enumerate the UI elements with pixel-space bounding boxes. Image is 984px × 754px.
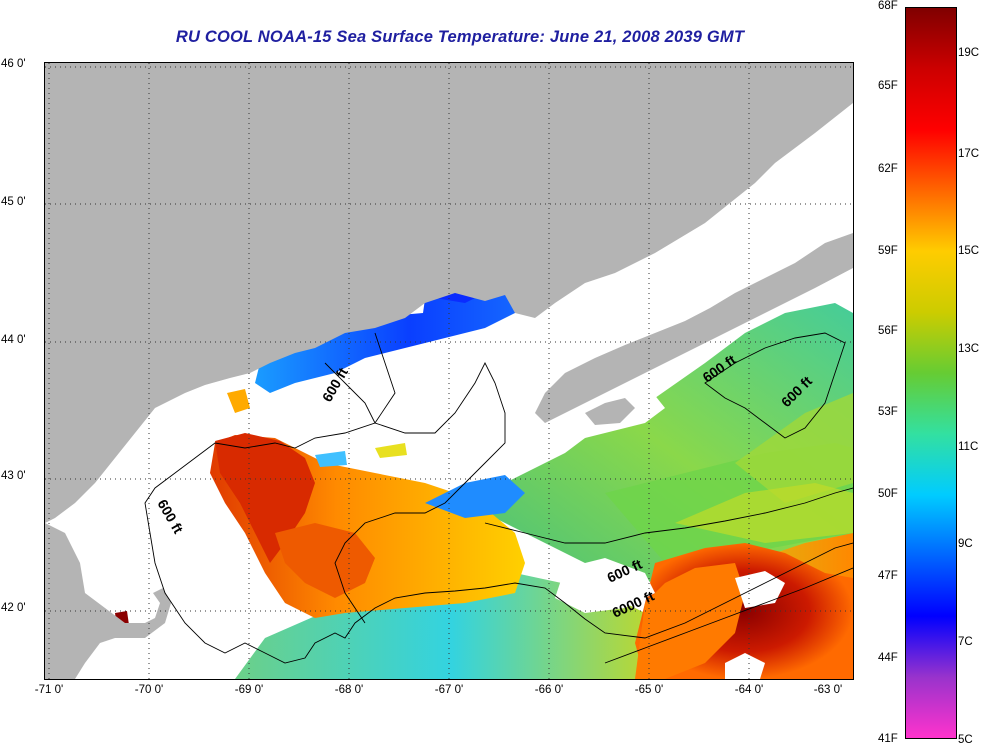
colorbar-c-label: 11C bbox=[958, 441, 979, 453]
colorbar-c-label: 17C bbox=[958, 148, 980, 160]
colorbar-c-label: 15C bbox=[958, 245, 980, 257]
colorbar-f-label: 56F bbox=[878, 325, 898, 337]
x-tick-label: -71 0' bbox=[34, 684, 64, 696]
colorbar-c-label: 13C bbox=[958, 343, 980, 355]
y-tick-label: 43 0' bbox=[1, 470, 26, 482]
temperature-colorbar bbox=[905, 7, 957, 739]
colorbar-f-label: 59F bbox=[878, 245, 898, 257]
x-tick-label: -66 0' bbox=[534, 684, 564, 696]
colorbar-f-label: 50F bbox=[878, 488, 898, 500]
x-tick-label: -67 0' bbox=[434, 684, 464, 696]
y-tick-label: 42 0' bbox=[1, 602, 26, 614]
sst-map: 600 ft 600 ft 600 ft 600 ft 600 ft 6000 … bbox=[44, 62, 854, 680]
x-tick-label: -70 0' bbox=[134, 684, 164, 696]
contour-label: 600 ft bbox=[154, 497, 186, 537]
colorbar-f-label: 41F bbox=[878, 733, 898, 745]
x-tick-label: -65 0' bbox=[634, 684, 664, 696]
colorbar-f-label: 65F bbox=[878, 80, 898, 92]
colorbar-c-label: 5C bbox=[958, 734, 973, 746]
x-tick-label: -64 0' bbox=[734, 684, 764, 696]
colorbar-c-label: 9C bbox=[958, 538, 973, 550]
y-tick-label: 44 0' bbox=[1, 334, 26, 346]
colorbar-f-label: 53F bbox=[878, 406, 898, 418]
colorbar-c-label: 19C bbox=[958, 47, 980, 59]
colorbar-f-label: 68F bbox=[878, 0, 898, 12]
x-tick-label: -69 0' bbox=[234, 684, 264, 696]
colorbar-f-label: 62F bbox=[878, 163, 898, 175]
x-tick-label: -63 0' bbox=[813, 684, 843, 696]
colorbar-c-label: 7C bbox=[958, 636, 973, 648]
bathymetry-contours bbox=[144, 332, 853, 664]
chart-title: RU COOL NOAA-15 Sea Surface Temperature:… bbox=[175, 28, 745, 46]
colorbar-f-label: 44F bbox=[878, 652, 898, 664]
y-tick-label: 45 0' bbox=[1, 196, 26, 208]
x-tick-label: -68 0' bbox=[334, 684, 364, 696]
y-tick-label: 46 0' bbox=[1, 58, 26, 70]
sst-map-svg: 600 ft 600 ft 600 ft 600 ft 600 ft 6000 … bbox=[45, 63, 853, 679]
colorbar-f-label: 47F bbox=[878, 570, 898, 582]
